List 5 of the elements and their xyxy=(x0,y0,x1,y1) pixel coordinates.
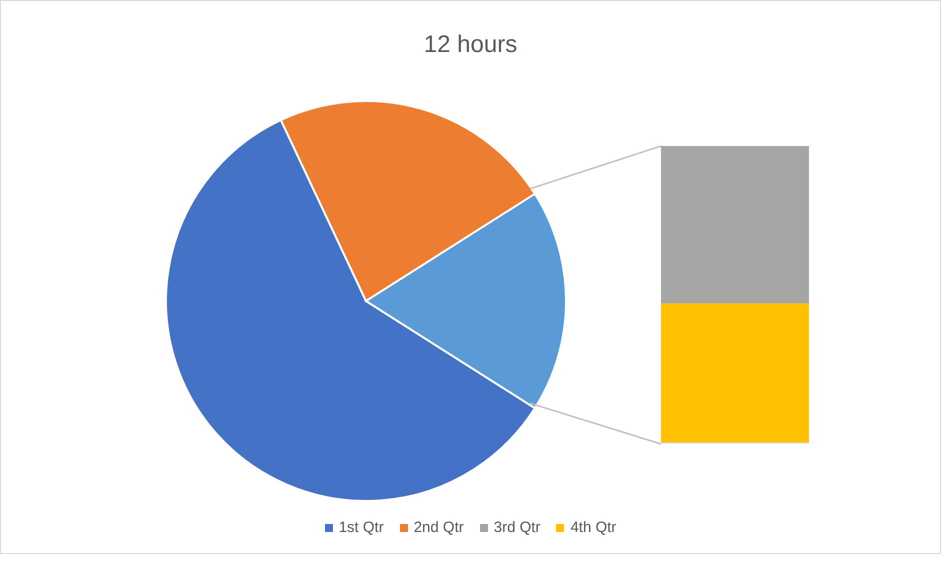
legend-label: 4th Qtr xyxy=(570,519,616,536)
legend-label: 1st Qtr xyxy=(338,519,384,536)
legend-label: 2nd Qtr xyxy=(414,519,464,536)
chart-title: 12 hours xyxy=(422,31,518,59)
legend-label: 3rd Qtr xyxy=(494,519,540,536)
